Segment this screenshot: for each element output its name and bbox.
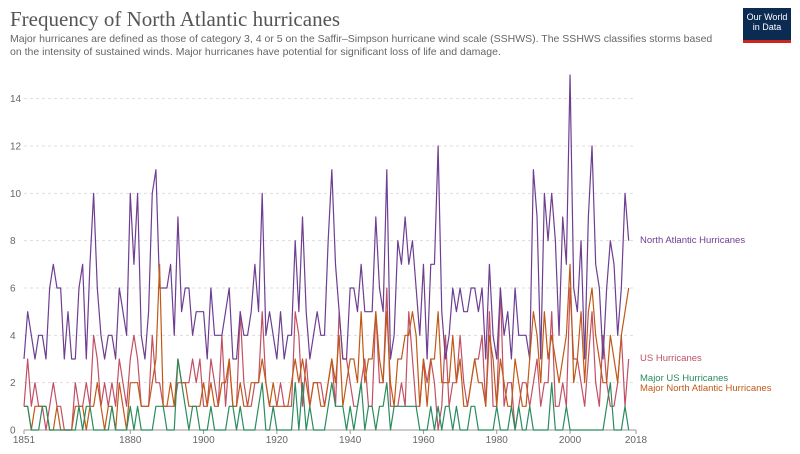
chart-title: Frequency of North Atlantic hurricanes — [10, 7, 341, 31]
grid-lines — [24, 98, 636, 384]
series-labels: North Atlantic Hurricanes US Hurricanes Ma… — [640, 235, 772, 394]
y-tick-label: 12 — [10, 142, 22, 153]
x-tick-label: 1980 — [486, 435, 509, 446]
series-label: North Atlantic Hurricanes — [640, 235, 745, 246]
y-tick-label: 4 — [10, 331, 16, 342]
y-tick-label: 8 — [10, 236, 16, 247]
x-tick-label: 1900 — [192, 435, 215, 446]
series-line-major-us-hurricanes[interactable] — [24, 358, 630, 431]
y-tick-label: 2 — [10, 378, 16, 389]
x-tick-label: 2018 — [625, 435, 648, 446]
y-axis: 0 2 4 6 8 10 12 14 — [10, 94, 22, 436]
chart-subtitle: Major hurricanes are defined as those of… — [10, 33, 713, 58]
series-lines — [23, 74, 630, 431]
series-line-major-north-atlantic-hurricanes[interactable] — [24, 263, 630, 431]
x-tick-label: 2000 — [559, 435, 582, 446]
y-tick-label: 6 — [10, 284, 16, 295]
x-tick-label: 1940 — [339, 435, 362, 446]
series-label: US Hurricanes — [640, 353, 702, 364]
y-tick-label: 14 — [10, 94, 22, 105]
y-tick-label: 10 — [10, 189, 22, 200]
x-tick-label: 1920 — [266, 435, 289, 446]
series-line-us-hurricanes[interactable] — [23, 287, 630, 431]
x-tick-label: 1880 — [119, 435, 142, 446]
series-label: Major US Hurricanes — [640, 373, 728, 384]
x-tick-label: 1960 — [412, 435, 435, 446]
x-tick-label: 1851 — [13, 435, 36, 446]
logo-line-1: Our World — [746, 12, 788, 22]
series-label: Major North Atlantic Hurricanes — [640, 383, 772, 394]
series-line-north-atlantic-hurricanes[interactable] — [23, 74, 630, 360]
x-axis: 1851 1880 1900 1920 1940 1960 1980 2000 2018 — [13, 429, 648, 446]
logo-line-2: in Data — [752, 22, 782, 32]
owid-logo[interactable]: Our World in Data — [743, 8, 791, 43]
y-tick-label: 0 — [10, 426, 16, 437]
